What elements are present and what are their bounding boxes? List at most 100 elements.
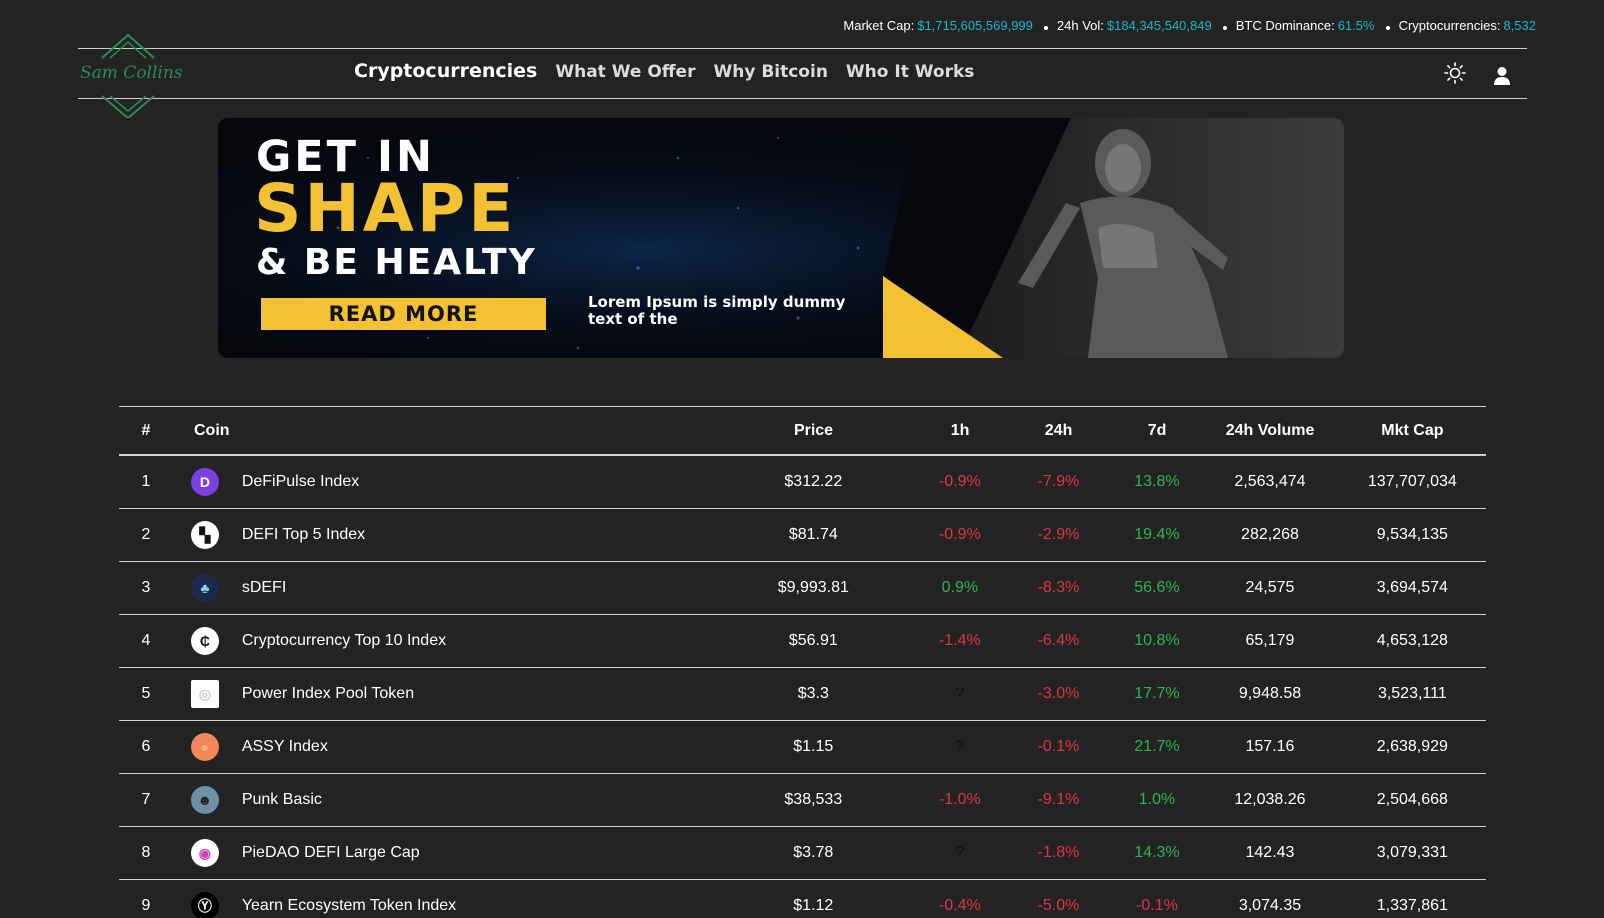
nav-what-we-offer[interactable]: What We Offer (555, 62, 696, 82)
row-market-cap: 3,523,111 (1377, 685, 1447, 702)
row-change-1h: ? (955, 685, 965, 702)
col-coin-header[interactable]: Coin (193, 421, 230, 439)
row-coin-name[interactable]: sDEFI (241, 579, 287, 596)
row-change-7d: 10.8% (1134, 632, 1180, 649)
nav-cryptocurrencies[interactable]: Cryptocurrencies (354, 60, 538, 82)
col-volume-header[interactable]: 24h Volume (1225, 421, 1315, 439)
read-more-button[interactable]: READ MORE (261, 298, 546, 330)
row-coin-name[interactable]: DeFiPulse Index (241, 473, 360, 490)
row-volume: 157.16 (1245, 738, 1295, 755)
sun-icon[interactable] (1444, 62, 1466, 84)
separator-dot (1385, 25, 1390, 30)
row-change-7d: 21.7% (1134, 738, 1180, 755)
assy-icon[interactable]: ● (190, 733, 219, 761)
row-price: $9,993.81 (777, 579, 849, 596)
table-row[interactable]: 5 ◎ Power Index Pool Token $3.3? -3.0% 17.7% 9… (119, 668, 1486, 721)
row-price: $1.15 (793, 738, 834, 755)
row-coin-icon-cell: ♣ (173, 574, 237, 602)
logo-diamond-icon (101, 34, 155, 118)
row-coin-icon-cell: ▚ (173, 521, 237, 549)
global-stats-bar: Market Cap: $1,715,605,569,999 24h Vol: … (843, 18, 1536, 33)
row-change-7d: -0.1% (1136, 897, 1178, 914)
sdefi-icon[interactable]: ♣ (190, 574, 219, 602)
row-coin-name[interactable]: Punk Basic (241, 791, 322, 808)
row-change-7d: 13.8% (1134, 473, 1180, 490)
row-change-24h: -1.8% (1037, 844, 1080, 861)
row-change-1h: -0.9% (938, 526, 981, 543)
row-coin-name[interactable]: Yearn Ecosystem Token Index (241, 897, 457, 914)
yearn-icon[interactable]: Ⓨ (190, 892, 219, 918)
power-index-icon[interactable]: ◎ (190, 680, 219, 708)
row-volume: 2,563,474 (1234, 473, 1306, 490)
cryptocurrencies-label: Cryptocurrencies: (1398, 18, 1501, 33)
separator-dot (1222, 25, 1227, 30)
row-market-cap: 4,653,128 (1376, 632, 1448, 649)
site-logo[interactable]: Sam Collins (78, 34, 183, 118)
col-7d-header[interactable]: 7d (1147, 421, 1167, 439)
nav-why-bitcoin[interactable]: Why Bitcoin (713, 62, 828, 82)
row-market-cap: 3,079,331 (1376, 844, 1448, 861)
cryptocurrencies-value: 8,532 (1503, 18, 1536, 33)
row-change-1h: 0.9% (941, 579, 979, 596)
row-volume: 3,074.35 (1238, 897, 1302, 914)
row-market-cap: 1,337,861 (1376, 897, 1448, 914)
row-coin-icon-cell: ● (173, 733, 237, 761)
row-market-cap: 9,534,135 (1376, 526, 1448, 543)
row-change-1h: -0.4% (938, 897, 981, 914)
table-row[interactable]: 9 Ⓨ Yearn Ecosystem Token Index $1.12 -0.4% -… (119, 880, 1486, 918)
row-change-7d: 14.3% (1134, 844, 1180, 861)
row-change-24h: -2.9% (1037, 526, 1080, 543)
banner-headline-2: SHAPE (254, 170, 517, 247)
row-coin-icon-cell: ◉ (173, 839, 237, 867)
table-header: # Coin Price 1h 24h 7d 24h Volume Mkt Ca… (119, 406, 1486, 456)
table-row[interactable]: 8 ◉ PieDAO DEFI Large Cap $3.78? -1.8% 14.3% 1… (119, 827, 1486, 880)
defipulse-icon[interactable]: D (190, 468, 219, 496)
col-price-header[interactable]: Price (793, 421, 834, 439)
row-price: $81.74 (788, 526, 838, 543)
row-price: $38,533 (784, 791, 843, 808)
col-24h-header[interactable]: 24h (1044, 421, 1073, 439)
piedao-icon[interactable]: ◉ (190, 839, 219, 867)
row-coin-name[interactable]: ASSY Index (241, 738, 328, 755)
punk-basic-icon[interactable]: ☻ (190, 786, 219, 814)
row-market-cap: 2,504,668 (1376, 791, 1448, 808)
user-icon[interactable] (1491, 65, 1513, 87)
row-coin-name[interactable]: DEFI Top 5 Index (241, 526, 366, 543)
banner-headline-3: & BE HEALTY (256, 242, 537, 283)
row-change-7d: 1.0% (1138, 791, 1176, 808)
table-row[interactable]: 6 ● ASSY Index $1.15? -0.1% 21.7% 157.16 2,638,… (119, 721, 1486, 774)
defi-top5-icon[interactable]: ▚ (190, 521, 219, 549)
table-row[interactable]: 1 D DeFiPulse Index $312.22 -0.9% -7.9% 13.8% 2… (119, 456, 1486, 509)
row-rank: 4 (141, 632, 151, 649)
row-market-cap: 2,638,929 (1376, 738, 1448, 755)
row-change-1h: ? (955, 844, 965, 861)
btc-dominance-value: 61.5% (1337, 18, 1375, 33)
row-coin-name[interactable]: Power Index Pool Token (241, 685, 415, 702)
header-divider-bottom (78, 98, 1527, 99)
btc-dominance-label: BTC Dominance: (1235, 18, 1335, 33)
promo-banner[interactable]: GET IN SHAPE & BE HEALTY READ MORE Lorem… (218, 118, 1344, 358)
market-cap-label: Market Cap: (843, 18, 915, 33)
row-coin-icon-cell: ☻ (173, 786, 237, 814)
main-nav: Cryptocurrencies What We Offer Why Bitco… (354, 60, 992, 82)
row-change-1h: -0.9% (938, 473, 981, 490)
table-row[interactable]: 3 ♣ sDEFI $9,993.81 0.9% -8.3% 56.6% 24,575 3,69… (119, 562, 1486, 615)
table-row[interactable]: 2 ▚ DEFI Top 5 Index $81.74 -0.9% -2.9% 19.4% 2… (119, 509, 1486, 562)
col-rank-header[interactable]: # (141, 421, 151, 439)
row-change-7d: 17.7% (1134, 685, 1180, 702)
row-coin-name[interactable]: Cryptocurrency Top 10 Index (241, 632, 447, 649)
row-volume: 65,179 (1245, 632, 1295, 649)
row-volume: 142.43 (1245, 844, 1295, 861)
col-1h-header[interactable]: 1h (950, 421, 970, 439)
row-price: $1.12 (793, 897, 834, 914)
row-change-1h: ? (955, 738, 965, 755)
crypto-top10-icon[interactable]: ₵ (190, 627, 219, 655)
table-row[interactable]: 4 ₵ Cryptocurrency Top 10 Index $56.91 -1.4%… (119, 615, 1486, 668)
nav-who-it-works[interactable]: Who It Works (845, 62, 975, 82)
col-mktcap-header[interactable]: Mkt Cap (1381, 421, 1444, 439)
row-volume: 24,575 (1245, 579, 1295, 596)
row-rank: 8 (141, 844, 151, 861)
table-row[interactable]: 7 ☻ Punk Basic $38,533 -1.0% -9.1% 1.0% 12,038.… (119, 774, 1486, 827)
row-coin-name[interactable]: PieDAO DEFI Large Cap (241, 844, 420, 861)
row-change-24h: -5.0% (1037, 897, 1080, 914)
